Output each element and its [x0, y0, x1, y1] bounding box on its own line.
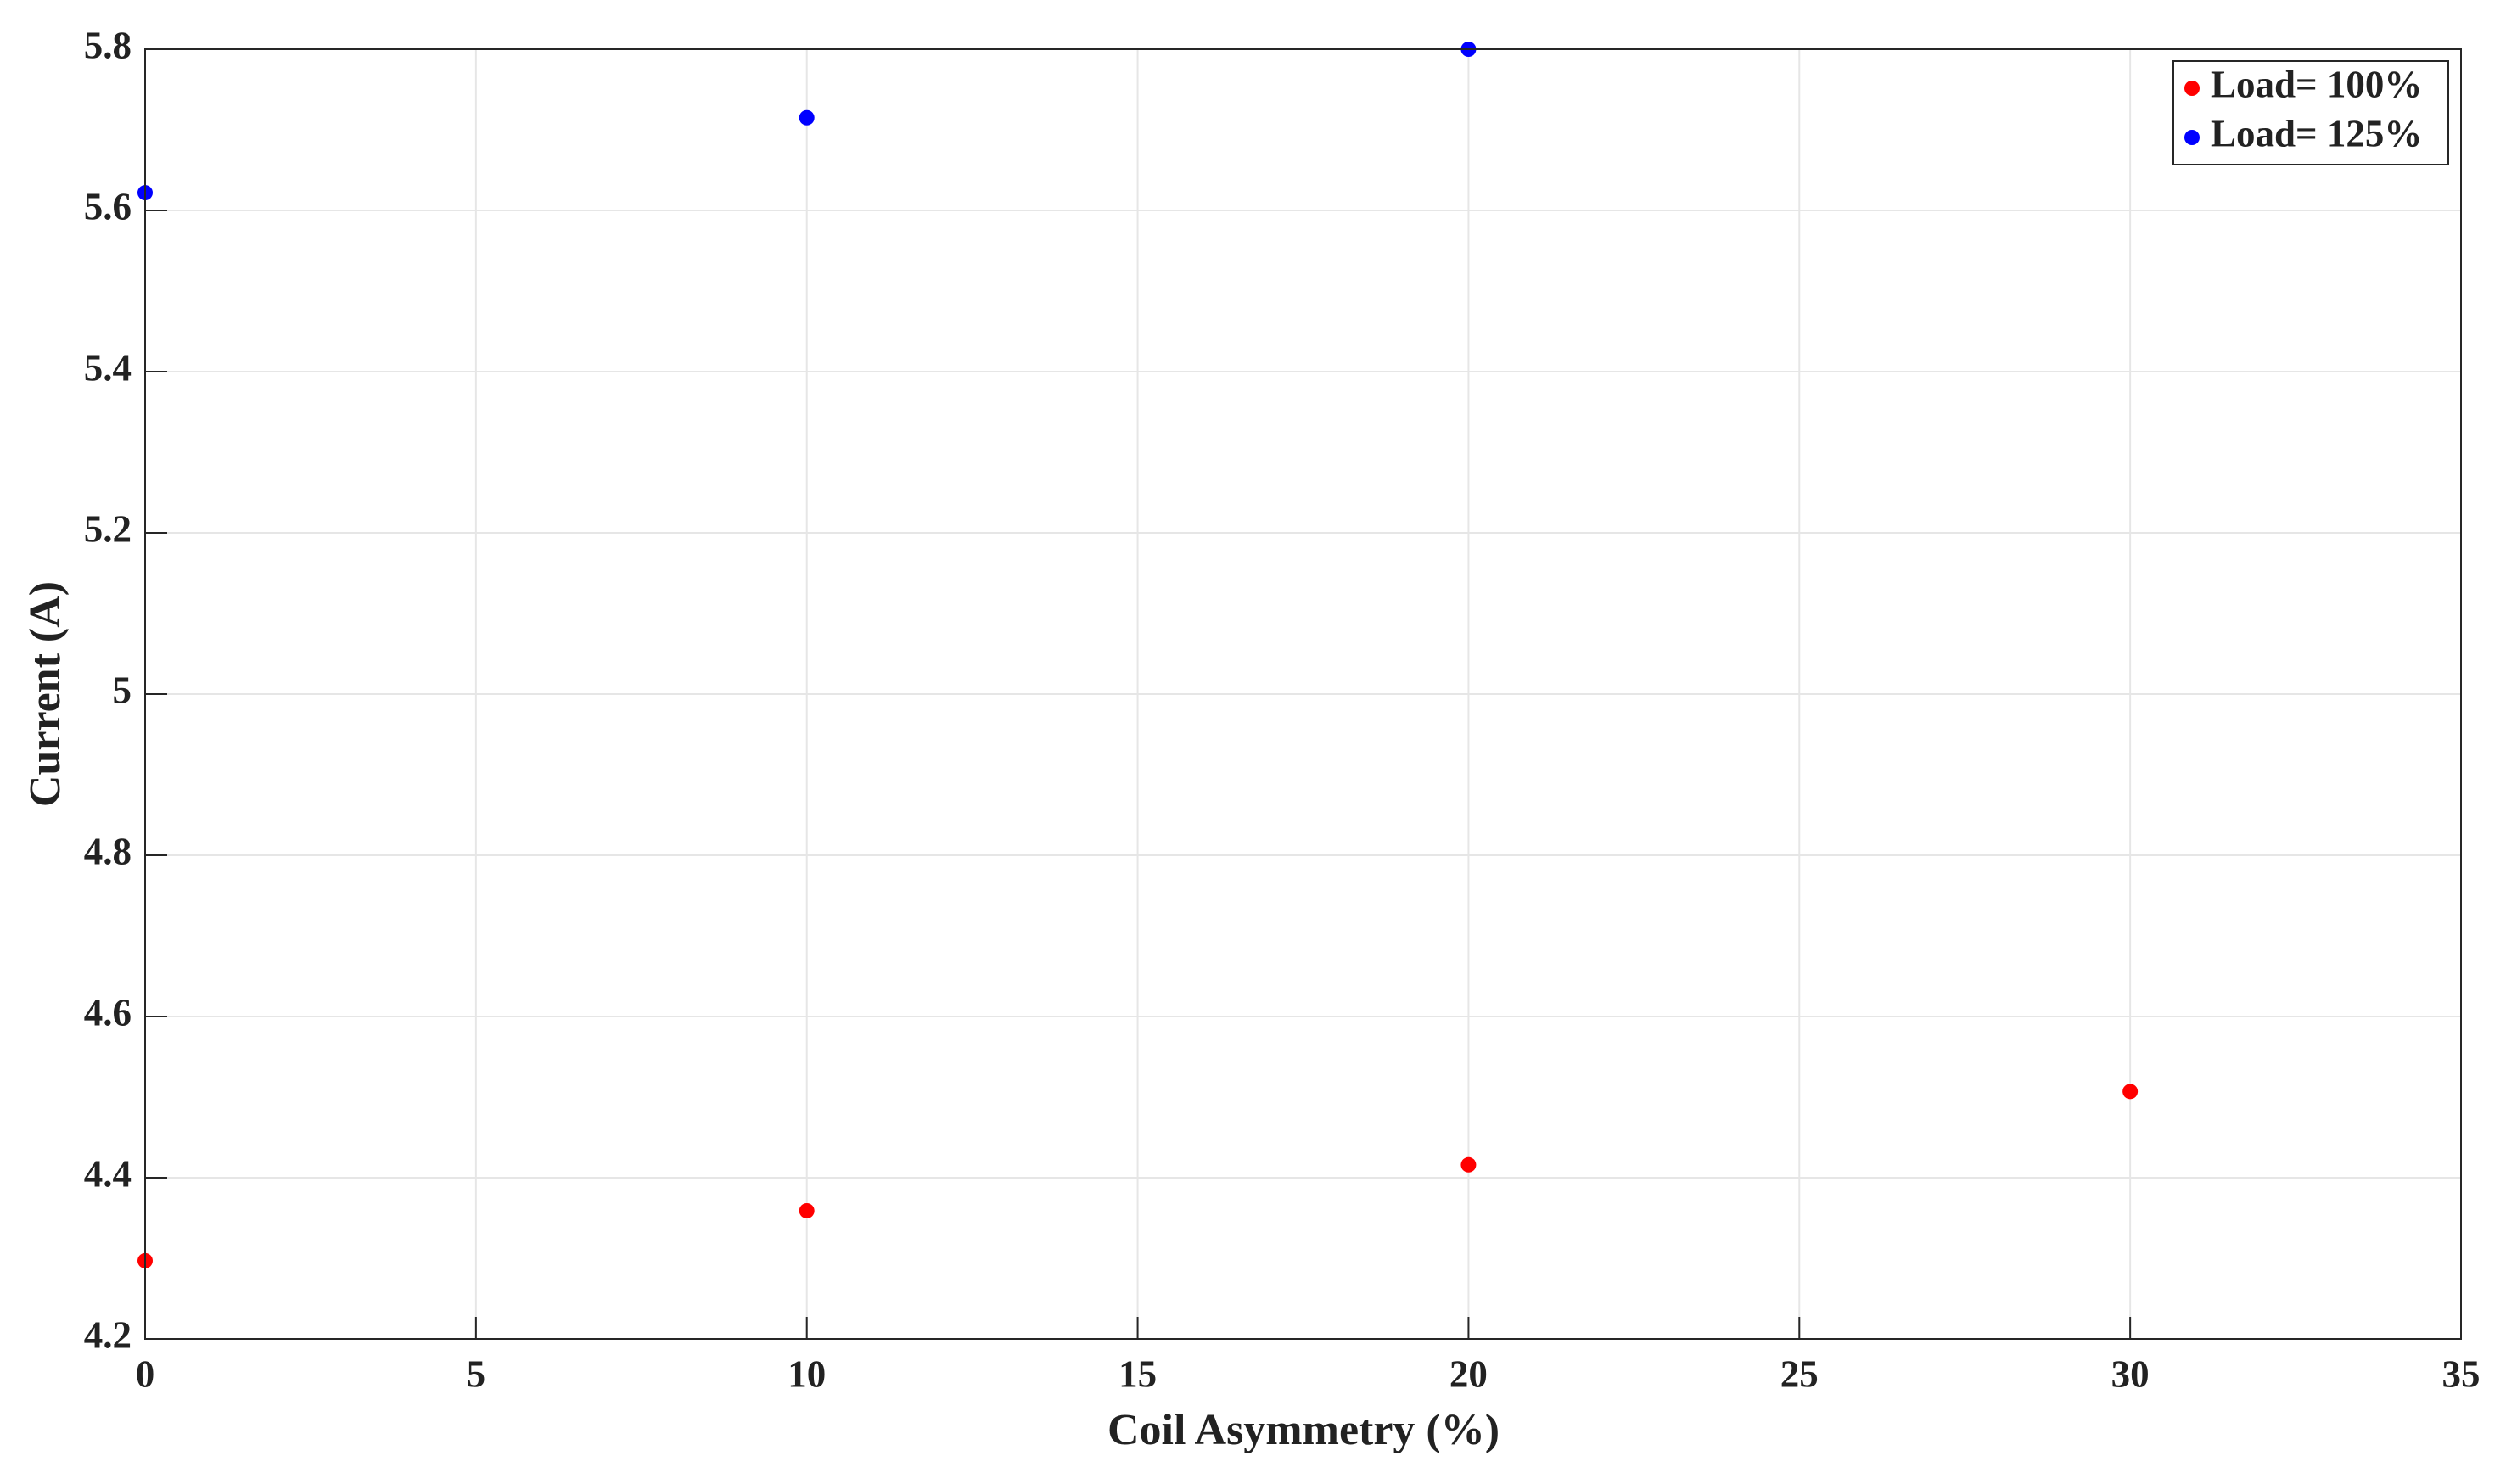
y-tick-label: 4.6 — [84, 991, 132, 1033]
point — [2122, 1084, 2139, 1100]
y-tick-label: 4.4 — [84, 1152, 132, 1195]
y-tick-label: 5.4 — [84, 346, 132, 389]
x-tick-label: 20 — [1449, 1352, 1488, 1395]
x-axis-label: Coil Asymmetry (%) — [1107, 1406, 1500, 1454]
y-tick-label: 5.6 — [84, 185, 132, 227]
y-axis-label: Current (A) — [21, 581, 70, 807]
legend-label: Load= 100% — [2211, 63, 2422, 105]
x-tick-label: 0 — [136, 1352, 155, 1395]
legend-marker — [2184, 130, 2200, 145]
x-tick-label: 15 — [1118, 1352, 1157, 1395]
x-tick-label: 5 — [467, 1352, 486, 1395]
x-tick-label: 30 — [2111, 1352, 2150, 1395]
y-tick-label: 4.8 — [84, 830, 132, 872]
x-tick-label: 35 — [2442, 1352, 2481, 1395]
legend-label: Load= 125% — [2211, 112, 2422, 154]
y-tick-label: 4.2 — [84, 1313, 132, 1356]
y-tick-label: 5.2 — [84, 507, 132, 550]
y-tick-label: 5.8 — [84, 24, 132, 66]
x-tick-label: 10 — [788, 1352, 826, 1395]
plot-frame — [144, 48, 2462, 1340]
point — [799, 109, 815, 126]
point — [799, 1202, 815, 1218]
point — [1460, 1156, 1477, 1173]
legend-box — [2172, 60, 2449, 165]
x-tick-label: 25 — [1780, 1352, 1819, 1395]
y-tick-label: 5 — [113, 669, 132, 711]
legend-marker — [2184, 81, 2200, 96]
